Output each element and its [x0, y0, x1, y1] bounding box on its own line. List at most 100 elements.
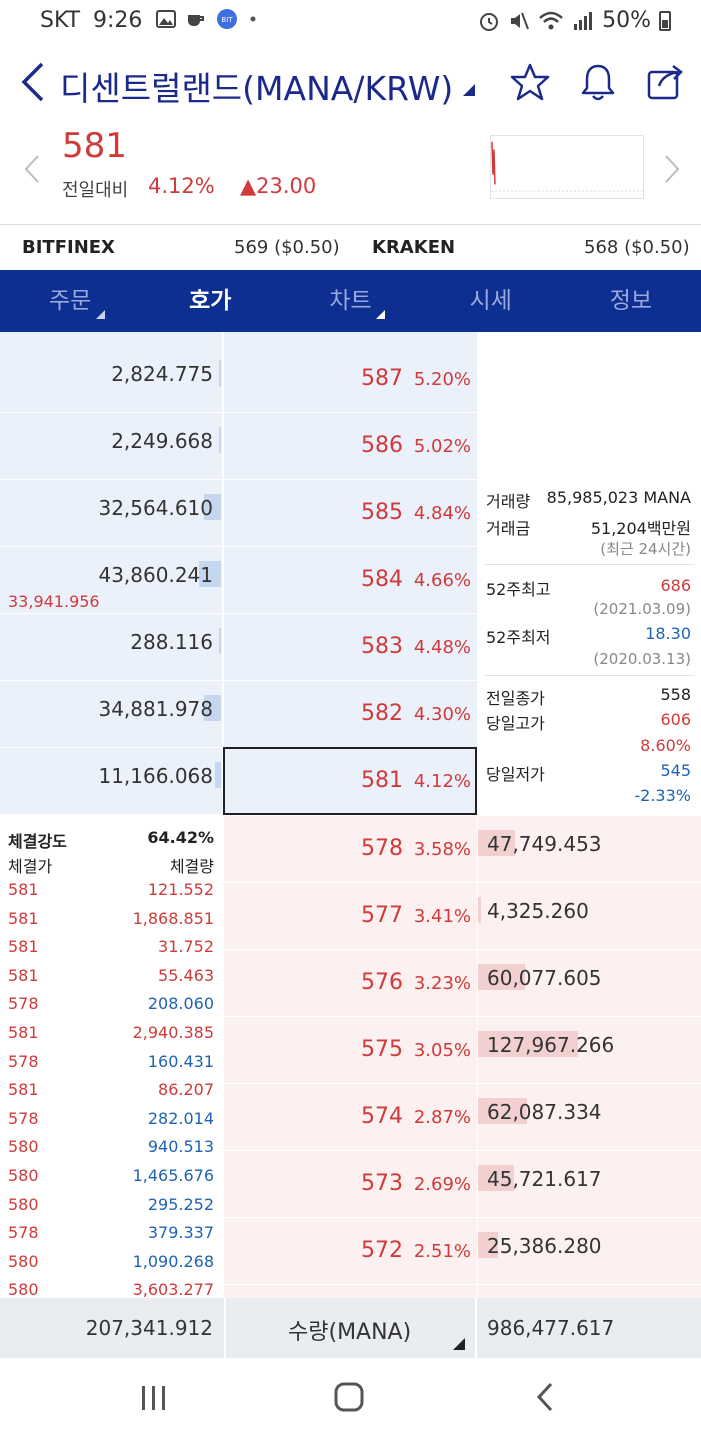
ask-total-above: 33,941.956 — [8, 592, 100, 611]
stat-day-high-percent: 8.60% — [640, 736, 691, 755]
bid-row[interactable]: 577 3.41% 4,325.260 — [0, 883, 701, 949]
ask-percent: 4.30% — [413, 704, 471, 725]
ask-price: 583 — [361, 634, 403, 659]
stat-low52-value: 18.30 — [645, 624, 691, 643]
ask-volume: 34,881.978 — [98, 697, 213, 721]
next-arrow-icon[interactable] — [662, 154, 682, 184]
unit-label: 수량(MANA) — [288, 1320, 412, 1345]
row-divider — [0, 412, 477, 413]
bid-price: 574 — [361, 1104, 403, 1129]
bid-percent: 3.58% — [413, 839, 471, 860]
bid-price: 578 — [361, 836, 403, 861]
tab-orderbook-label: 호가 — [189, 288, 232, 314]
bid-price: 573 — [361, 1171, 403, 1196]
back-icon[interactable] — [18, 60, 48, 104]
ask-row[interactable]: 43,860.241 584 4.66% — [0, 547, 701, 613]
ask-volume: 43,860.241 — [98, 563, 213, 587]
nav-back-icon[interactable] — [520, 1376, 570, 1420]
ask-row[interactable]: 32,564.610 585 4.84% — [0, 480, 701, 546]
row-divider — [0, 546, 477, 547]
tab-chart[interactable]: 차트 — [280, 270, 420, 332]
bid-row[interactable]: 575 3.05% 127,967.266 — [0, 1017, 701, 1083]
row-divider — [224, 1150, 701, 1151]
ask-volume-bar — [204, 494, 221, 520]
trade-price: 578 — [8, 1108, 39, 1128]
stat-period-note: (최근 24시간) — [600, 540, 691, 558]
ask-volume: 11,166.068 — [98, 764, 213, 788]
trade-qty: 1,465.676 — [132, 1166, 214, 1185]
trade-price: 580 — [8, 1280, 39, 1300]
trade-strength-label: 체결강도 — [8, 832, 67, 851]
exchange-name-kraken: KRAKEN — [372, 237, 456, 258]
alarm-icon — [480, 12, 499, 31]
row-divider — [0, 613, 477, 614]
unit-selector[interactable]: 수량(MANA) — [224, 1298, 477, 1358]
bid-percent: 3.23% — [413, 973, 471, 994]
bid-row[interactable]: 574 2.87% 62,087.334 — [0, 1084, 701, 1150]
bid-percent: 3.41% — [413, 906, 471, 927]
ask-row[interactable]: 2,824.775 587 5.20% — [0, 346, 701, 412]
trade-strength-value: 64.42% — [147, 828, 214, 847]
market-title[interactable]: 디센트럴랜드(MANA/KRW) — [60, 69, 454, 108]
ask-row[interactable]: 288.116 583 4.48% — [0, 614, 701, 680]
ask-price: 582 — [361, 701, 403, 726]
trade-qty: 282.014 — [147, 1108, 214, 1128]
bid-row[interactable]: 578 3.58% 47,749.453 — [0, 816, 701, 882]
stat-amount-label: 거래금 — [486, 519, 531, 538]
trade-qty: 940.513 — [147, 1137, 214, 1157]
order-book: 2,824.775 587 5.20% 2,249.668 586 5.02% 32,564… — [0, 332, 701, 1300]
row-divider — [224, 1217, 701, 1218]
star-icon[interactable] — [510, 62, 550, 102]
prev-arrow-icon[interactable] — [22, 154, 42, 184]
recent-apps-icon[interactable] — [128, 1376, 178, 1420]
trade-price: 580 — [8, 1194, 39, 1214]
change-label: 전일대비 — [62, 180, 129, 201]
trade-price: 581 — [8, 937, 39, 957]
trade-qty: 31.752 — [158, 937, 214, 957]
stat-volume-value: 85,985,023 MANA — [546, 488, 691, 507]
trade-qty: 295.252 — [147, 1194, 214, 1214]
bid-volume-bar — [478, 1098, 527, 1124]
exchange-prices: BITFINEX 569 ($0.50) KRAKEN 568 ($0.50) — [0, 224, 701, 270]
tab-quotes[interactable]: 시세 — [421, 270, 561, 332]
stat-prev-close-label: 전일종가 — [486, 689, 545, 708]
bid-row[interactable]: 576 3.23% 60,077.605 — [0, 950, 701, 1016]
status-bar: SKT 9:26 BIT 50% — [0, 0, 701, 44]
dropdown-caret-icon[interactable] — [463, 84, 475, 96]
bid-volume-bar — [478, 897, 481, 923]
ask-percent: 5.02% — [413, 436, 471, 457]
bell-icon[interactable] — [578, 62, 618, 102]
tab-order-label: 주문 — [48, 288, 92, 314]
share-icon[interactable] — [645, 62, 685, 102]
stat-amount-value: 51,204백만원 — [590, 519, 691, 538]
exchange-value-kraken: 568 ($0.50) — [584, 237, 690, 258]
tab-orderbook[interactable]: 호가 — [140, 270, 386, 332]
app-badge-icon: BIT — [217, 9, 237, 29]
battery-icon — [659, 10, 671, 31]
ask-row[interactable]: 34,881.978 582 4.30% — [0, 681, 701, 747]
bid-row[interactable]: 572 2.51% 25,386.280 — [0, 1218, 701, 1284]
tab-order[interactable]: 주문 — [0, 270, 140, 332]
stat-prev-close-value: 558 — [660, 685, 691, 704]
bid-volume-bar — [478, 830, 515, 856]
trade-price: 581 — [8, 1023, 39, 1042]
mini-chart — [490, 135, 644, 199]
home-icon[interactable] — [324, 1376, 374, 1420]
ask-price: 584 — [361, 567, 403, 592]
change-amount: ▲23.00 — [240, 174, 317, 198]
signal-icon — [574, 11, 593, 30]
ask-row[interactable]: 2,249.668 586 5.02% — [0, 413, 701, 479]
ask-row[interactable]: 11,166.068 581 4.12% — [0, 748, 701, 814]
trade-qty-header: 체결량 — [169, 857, 214, 876]
ask-volume-bar — [199, 561, 221, 587]
bid-row[interactable]: 573 2.69% 45,721.617 — [0, 1151, 701, 1217]
tab-info[interactable]: 정보 — [561, 270, 701, 332]
ask-volume: 288.116 — [130, 630, 213, 654]
bid-volume: 47,749.453 — [487, 832, 602, 856]
ask-percent: 4.12% — [413, 771, 471, 792]
bid-percent: 2.87% — [413, 1107, 471, 1128]
ask-price: 581 — [361, 768, 403, 793]
stat-divider — [484, 675, 695, 676]
current-price-highlight — [223, 747, 477, 815]
trade-qty: 1,090.268 — [132, 1251, 214, 1271]
